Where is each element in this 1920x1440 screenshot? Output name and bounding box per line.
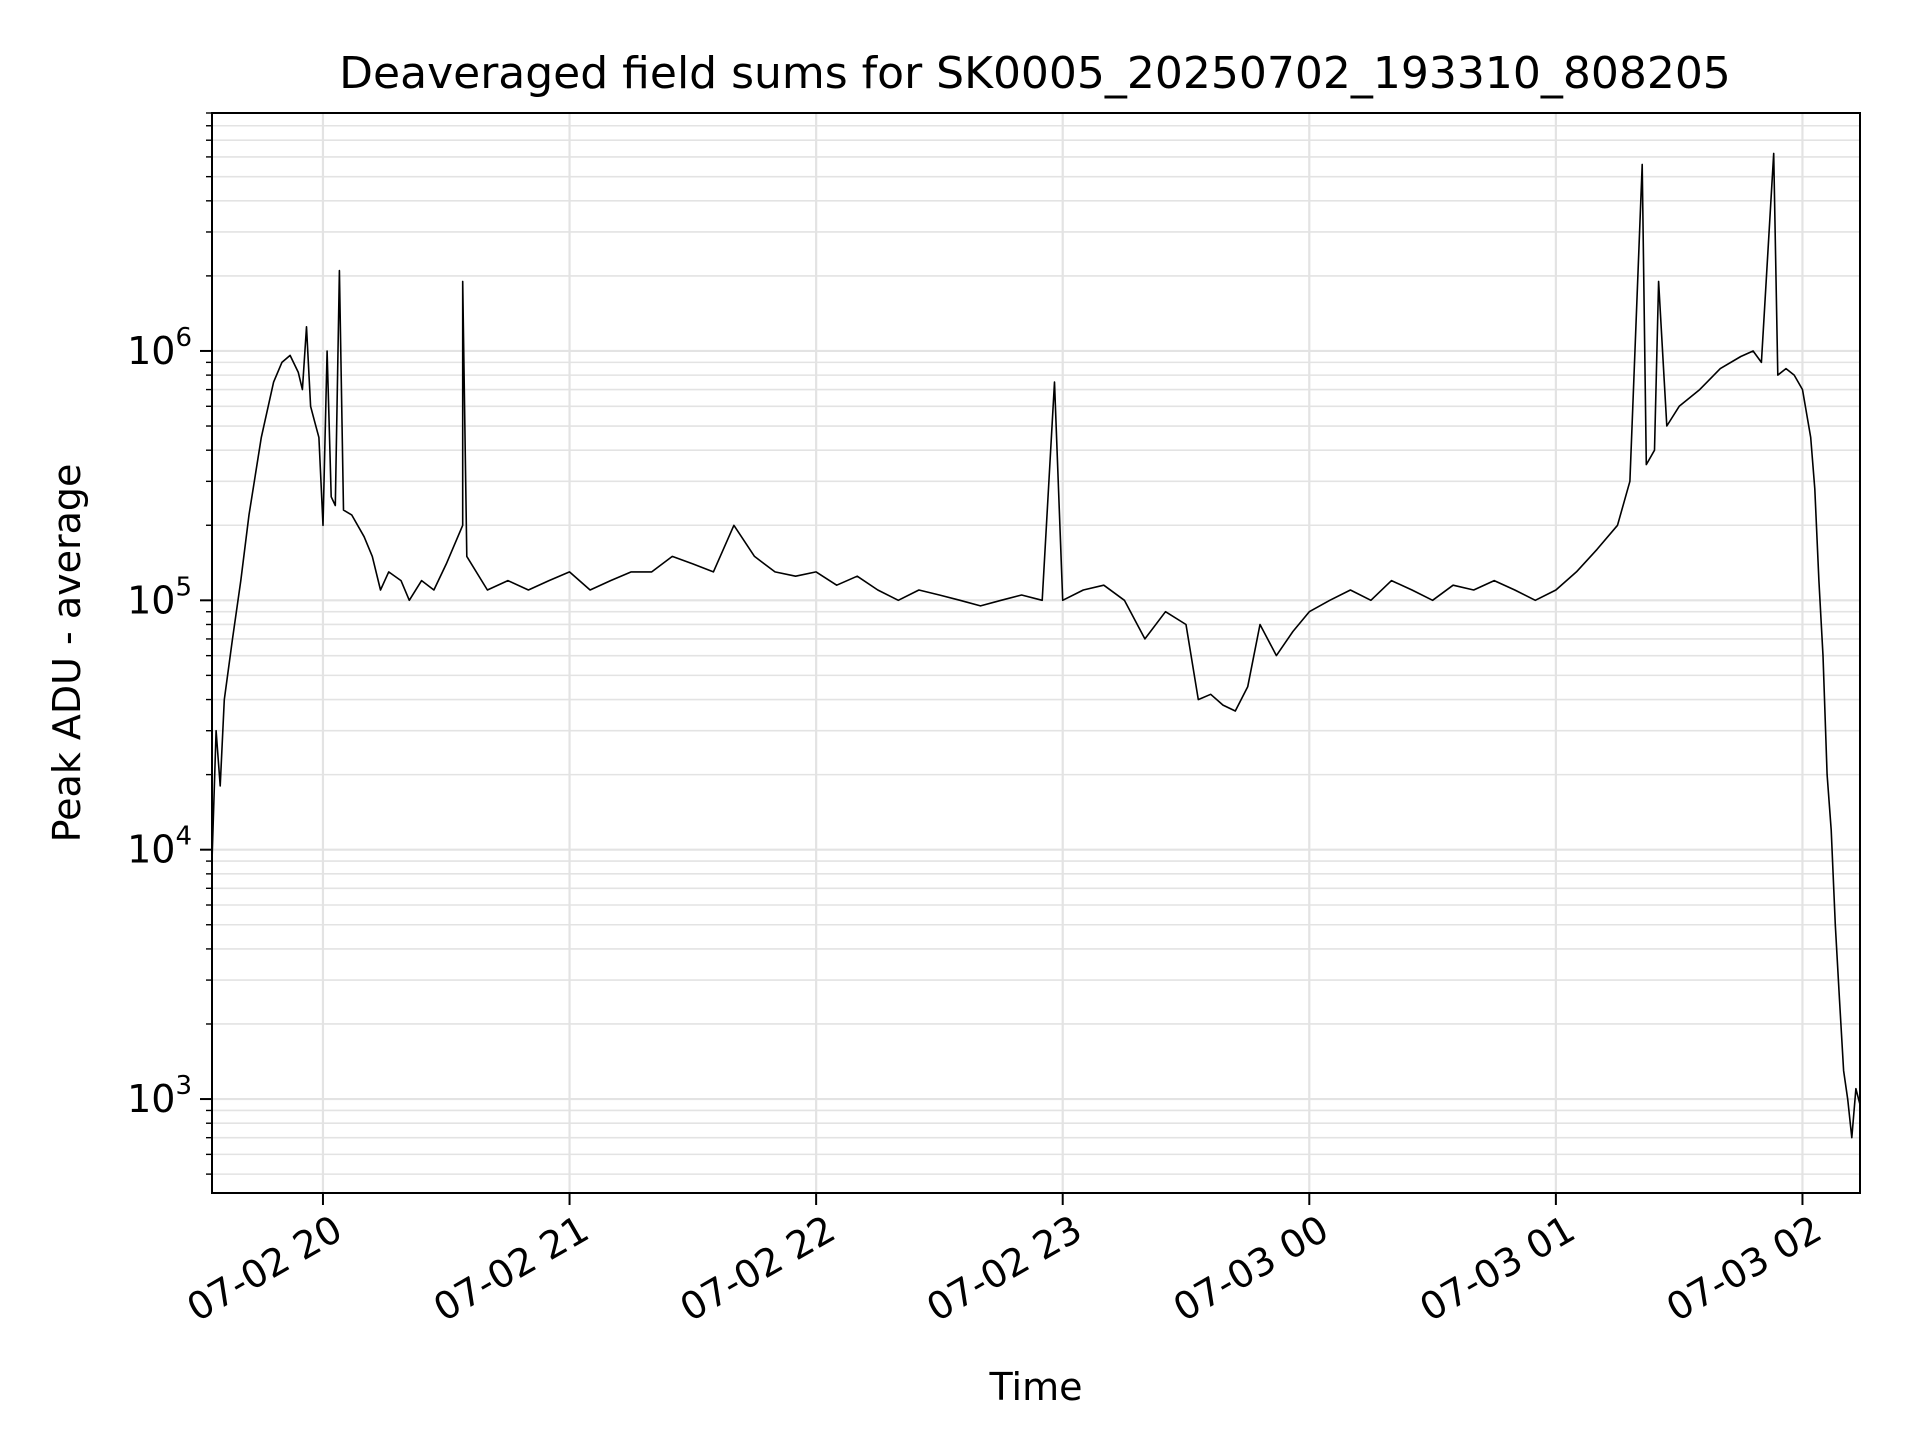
- y-tick-exponent: 5: [175, 572, 192, 602]
- y-tick-label: 103: [127, 1071, 192, 1121]
- grid-lines: [212, 112, 1860, 1193]
- y-tick-base: 10: [127, 1077, 175, 1121]
- y-tick-exponent: 6: [175, 323, 192, 353]
- chart-title: Deaveraged field sums for SK0005_2025070…: [339, 48, 1731, 99]
- data-layer: [211, 152, 1861, 1139]
- plot-frame: [211, 112, 1861, 1194]
- y-tick-label: 104: [127, 822, 192, 872]
- y-axis-label: Peak ADU - average: [45, 464, 89, 843]
- y-tick-base: 10: [127, 329, 175, 373]
- y-tick-label: 106: [127, 323, 192, 373]
- y-tick-base: 10: [127, 828, 175, 872]
- y-tick-base: 10: [127, 578, 175, 622]
- y-tick-exponent: 3: [175, 1071, 192, 1101]
- x-axis-label: Time: [989, 1365, 1083, 1409]
- y-tick-label: 105: [127, 572, 192, 622]
- series-line: [211, 152, 1861, 1139]
- y-tick-exponent: 4: [175, 822, 192, 852]
